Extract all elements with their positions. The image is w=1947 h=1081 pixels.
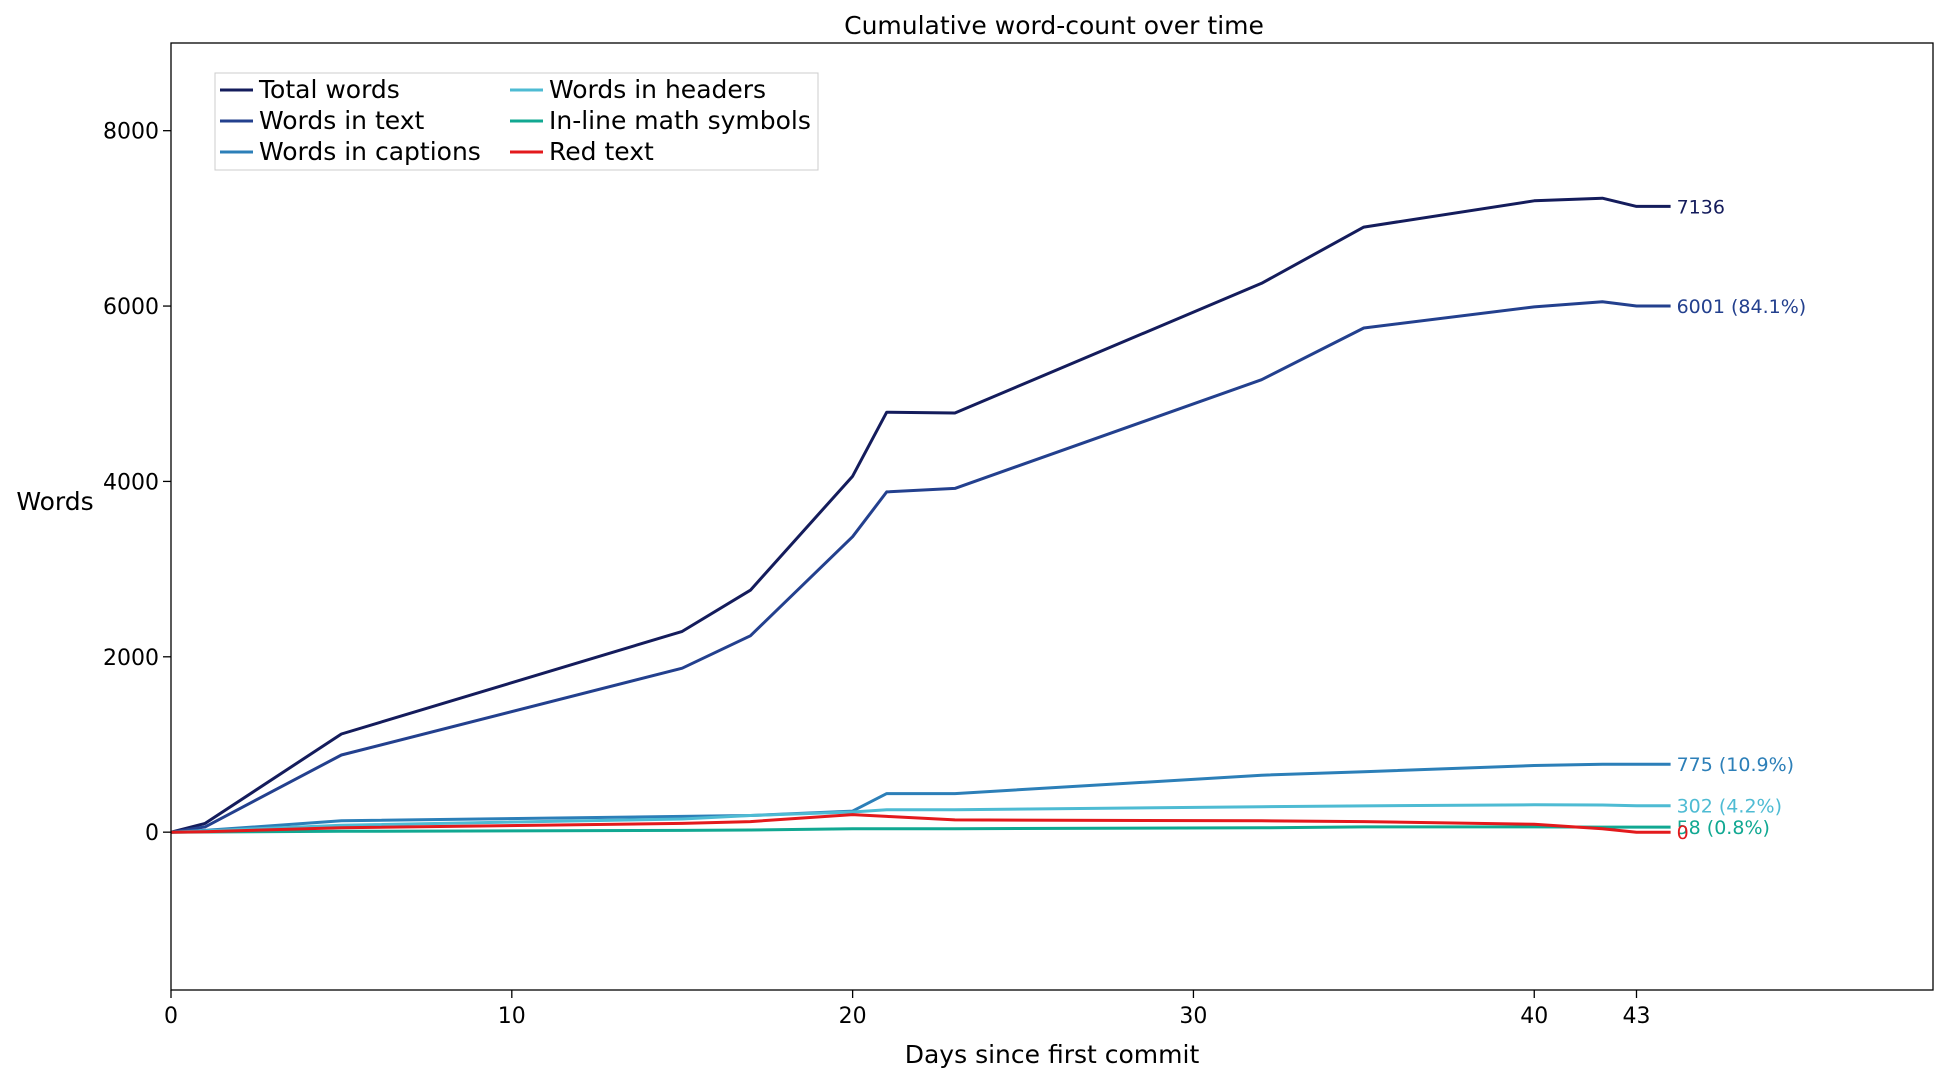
legend-label-words-in-text: Words in text xyxy=(259,106,425,135)
series-line-total-words xyxy=(170,196,1671,834)
series-line-words-in-captions xyxy=(170,762,1671,834)
end-label-total-words: 7136 xyxy=(1677,196,1725,218)
end-label-words-in-captions: 775 (10.9%) xyxy=(1677,754,1795,776)
series-layer xyxy=(170,196,1671,834)
y-axis-ticks: 0 2000 4000 6000 8000 xyxy=(103,120,171,846)
legend-label-words-in-captions: Words in captions xyxy=(259,137,481,166)
end-label-red-text: 0 xyxy=(1677,822,1689,844)
y-tick-label-8000: 8000 xyxy=(103,120,159,145)
series-line-red-text xyxy=(170,813,1671,834)
series-line-words-in-text xyxy=(170,300,1671,834)
x-tick-label-43: 43 xyxy=(1622,1004,1650,1029)
end-label-words-in-text: 6001 (84.1%) xyxy=(1677,296,1807,318)
x-axis-label: Days since first commit xyxy=(905,1040,1200,1069)
end-label-words-in-headers: 302 (4.2%) xyxy=(1677,796,1782,818)
y-tick-label-2000: 2000 xyxy=(103,646,159,671)
x-axis-ticks: 0 10 20 30 40 43 xyxy=(164,990,1650,1029)
legend-label-total-words: Total words xyxy=(258,75,400,104)
end-label-layer: 7136 6001 (84.1%) 775 (10.9%) 302 (4.2%)58 … xyxy=(1677,196,1807,844)
x-tick-label-40: 40 xyxy=(1520,1004,1548,1029)
plot-frame xyxy=(170,42,1934,991)
y-tick-label-6000: 6000 xyxy=(103,295,159,320)
legend-label-red-text: Red text xyxy=(549,137,654,166)
y-tick-label-0: 0 xyxy=(145,821,159,846)
x-tick-label-20: 20 xyxy=(839,1004,867,1029)
y-axis-label: Words xyxy=(16,487,93,516)
x-tick-label-30: 30 xyxy=(1179,1004,1207,1029)
series-line-words-in-headers xyxy=(170,803,1671,834)
y-tick-label-4000: 4000 xyxy=(103,470,159,495)
chart-title: Cumulative word-count over time xyxy=(844,11,1264,40)
x-tick-label-10: 10 xyxy=(498,1004,526,1029)
legend-label-in-line-math-symbols: In-line math symbols xyxy=(549,106,811,135)
end-label-in-line-math-symbols: 58 (0.8%) xyxy=(1677,817,1770,839)
x-tick-label-0: 0 xyxy=(164,1004,178,1029)
legend-label-words-in-headers: Words in headers xyxy=(549,75,766,104)
